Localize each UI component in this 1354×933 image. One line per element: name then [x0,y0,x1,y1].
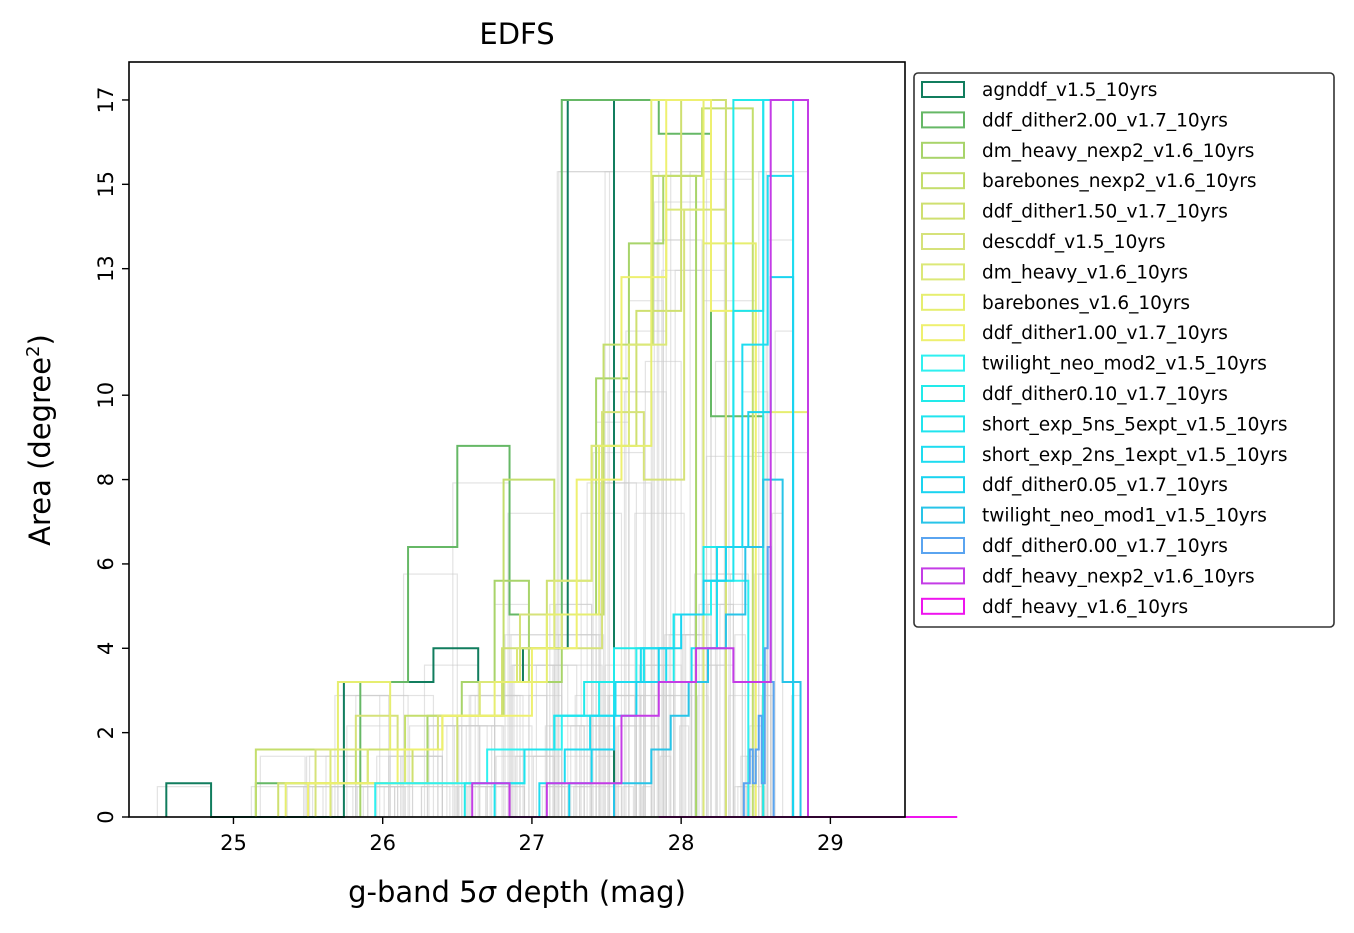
y-axis-label: Area (degree2) [23,334,57,546]
legend-swatch [921,476,965,494]
legend-label: short_exp_2ns_1expt_v1.5_10yrs [982,445,1288,466]
y-tick-label: 0 [94,810,118,823]
y-tick-label: 13 [94,255,118,282]
series-ddf_dither1.00_v1.7_10yrs [307,98,757,817]
legend-item: barebones_nexp2_v1.6_10yrs [921,171,1257,192]
legend-item: ddf_heavy_v1.6_10yrs [921,597,1188,618]
legend-label: ddf_heavy_v1.6_10yrs [982,597,1188,618]
y-axis-label-post: ) [23,334,57,345]
legend-item: dm_heavy_nexp2_v1.6_10yrs [921,141,1254,162]
y-axis-ticks: 0 2 4 6 8 10 13 15 17 [94,87,129,824]
x-tick-label: 29 [817,831,844,855]
legend-box [913,72,1335,628]
x-tick-label: 26 [369,831,396,855]
legend-swatch [921,354,965,372]
legend-item: ddf_dither0.00_v1.7_10yrs [921,536,1228,557]
legend-label: ddf_dither2.00_v1.7_10yrs [982,110,1228,131]
series-barebones_nexp2_v1.6_10yrs [254,107,754,817]
histogram-step-3 [254,107,754,817]
legend-label: ddf_heavy_nexp2_v1.6_10yrs [982,566,1255,587]
legend-items: agnddf_v1.5_10yrs ddf_dither2.00_v1.7_10y… [921,80,1288,618]
legend-label: twilight_neo_mod2_v1.5_10yrs [982,354,1267,375]
x-axis-label-pre: g-band 5 [348,875,478,909]
legend-swatch [921,202,965,220]
x-axis-label: g-band 5σ depth (mag) [348,875,686,909]
legend-item: short_exp_5ns_5expt_v1.5_10yrs [921,414,1288,435]
series-short_exp_2ns_1expt_v1.5_10yrs [538,174,795,817]
legend-item: ddf_dither1.00_v1.7_10yrs [921,323,1228,344]
histogram-step-13 [568,276,795,817]
legend-swatch [921,506,965,524]
legend-swatch [921,141,965,159]
legend-label: twilight_neo_mod1_v1.5_10yrs [982,506,1267,527]
legend-swatch [921,111,965,129]
series-ddf_dither0.05_v1.7_10yrs [568,276,795,817]
legend-label: barebones_nexp2_v1.6_10yrs [982,171,1257,192]
legend-swatch [921,263,965,281]
y-tick-label: 4 [94,642,118,655]
legend-label: ddf_dither1.00_v1.7_10yrs [982,323,1228,344]
legend-item: short_exp_2ns_1expt_v1.5_10yrs [921,445,1288,466]
legend-swatch [921,445,965,463]
legend-item: dm_heavy_v1.6_10yrs [921,262,1188,283]
y-tick-label: 17 [94,87,118,114]
y-tick-label: 6 [94,557,118,570]
x-axis-ticks: 25 26 27 28 29 [220,817,844,855]
legend-swatch [921,385,965,402]
legend-label: agnddf_v1.5_10yrs [982,80,1157,101]
legend-item: descddf_v1.5_10yrs [921,232,1166,253]
legend-label: ddf_dither0.10_v1.7_10yrs [982,384,1228,405]
legend-label: ddf_dither0.05_v1.7_10yrs [982,475,1228,496]
legend-item: agnddf_v1.5_10yrs [921,80,1157,101]
legend-swatch [921,233,965,250]
y-tick-label: 8 [94,473,118,486]
legend-item: ddf_dither0.05_v1.7_10yrs [921,475,1228,496]
legend-item: ddf_dither2.00_v1.7_10yrs [921,110,1228,131]
histogram-step-8 [307,98,757,817]
legend-label: dm_heavy_v1.6_10yrs [982,262,1188,283]
y-tick-label: 2 [94,726,118,739]
legend-swatch [921,415,965,433]
histogram-step-12 [538,174,795,817]
legend-label: descddf_v1.5_10yrs [982,232,1166,253]
legend-swatch [921,81,965,98]
x-tick-label: 27 [519,831,546,855]
y-axis-label-pre: Area (degree [23,357,57,546]
legend-label: ddf_dither0.00_v1.7_10yrs [982,536,1228,557]
legend-swatch [921,597,965,615]
y-tick-label: 15 [94,171,118,198]
legend-label: barebones_v1.6_10yrs [982,293,1190,314]
legend-swatch [921,172,965,190]
y-axis-label-sup: 2 [23,345,44,356]
chart-title: EDFS [479,17,554,51]
legend-item: ddf_dither0.10_v1.7_10yrs [921,384,1228,405]
x-axis-label-sigma: σ [478,875,498,909]
legend-swatch [921,324,965,342]
x-tick-label: 25 [220,831,247,855]
legend-item: twilight_neo_mod1_v1.5_10yrs [921,506,1267,527]
legend-label: short_exp_5ns_5expt_v1.5_10yrs [982,414,1288,435]
legend-item: twilight_neo_mod2_v1.5_10yrs [921,354,1267,375]
legend-swatch [921,537,965,554]
y-tick-label: 10 [94,382,118,409]
legend-swatch [921,567,965,585]
legend-label: dm_heavy_nexp2_v1.6_10yrs [982,141,1254,162]
legend-item: ddf_heavy_nexp2_v1.6_10yrs [921,566,1255,587]
x-tick-label: 28 [668,831,695,855]
plot-frame [128,61,906,818]
x-axis-label-post: depth (mag) [496,875,686,909]
legend-swatch [921,293,965,311]
legend-item: ddf_dither1.50_v1.7_10yrs [921,202,1228,223]
legend-label: ddf_dither1.50_v1.7_10yrs [982,202,1228,223]
legend-item: barebones_v1.6_10yrs [921,293,1190,314]
legend: agnddf_v1.5_10yrs ddf_dither2.00_v1.7_10y… [913,72,1335,628]
